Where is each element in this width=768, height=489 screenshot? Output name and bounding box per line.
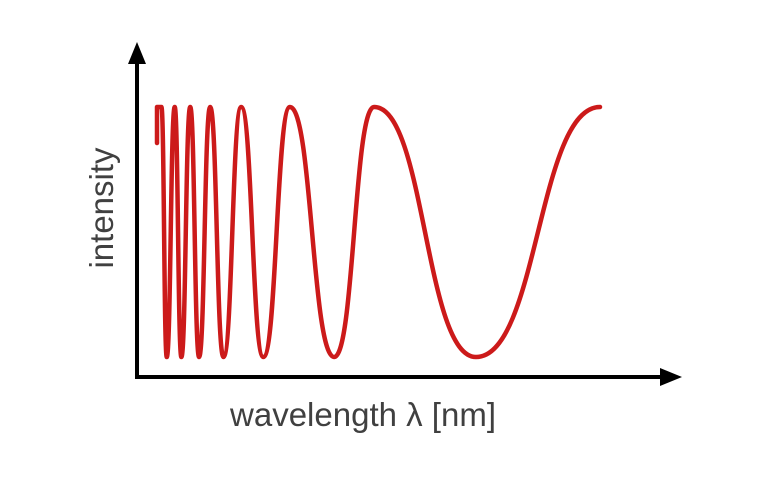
x-axis-label: wavelength λ [nm] <box>229 396 496 433</box>
axes <box>128 42 682 386</box>
x-axis-arrow-icon <box>660 368 682 386</box>
y-axis-label: intensity <box>83 147 120 269</box>
series-line-intensity <box>154 104 603 360</box>
y-axis-arrow-icon <box>128 42 146 64</box>
